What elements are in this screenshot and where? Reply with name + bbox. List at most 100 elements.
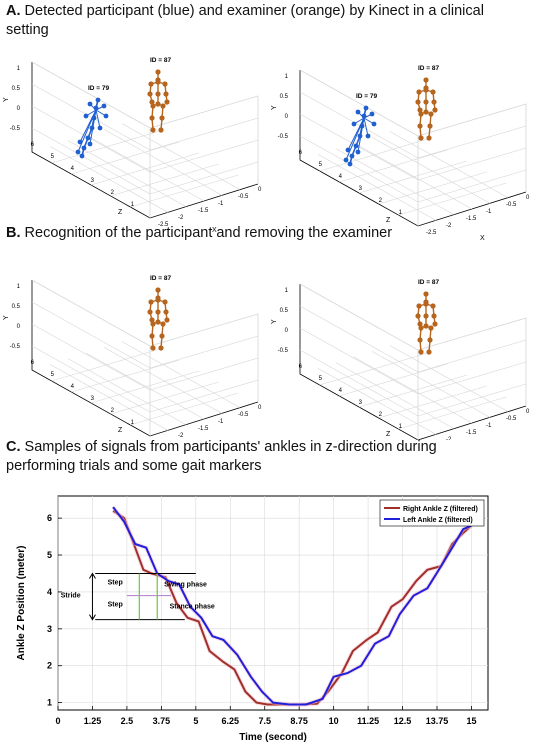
stride-label: Stride [61,592,81,599]
panel-grid-line [149,357,259,391]
panel-grid-line [49,364,169,431]
y-tick-label: 1 [47,698,52,708]
x-tick-label: 6.25 [222,716,240,726]
panel-grid-line [103,347,223,414]
panel-axis-frame [299,70,527,227]
participant-skeleton [75,97,109,159]
skeleton-joint [101,103,107,109]
y-axis-label: Ankle Z Position (meter) [16,545,27,660]
skeleton-joint [162,81,168,87]
skeleton-joint [155,91,161,97]
examiner-id-label: ID = 87 [418,65,440,72]
skeleton-joint [369,111,375,117]
skeleton-joint [87,101,93,107]
z-tick-label: 6 [31,360,35,366]
x-axis-label: Time (second) [239,732,307,743]
skeleton-joint [95,97,101,103]
legend-entry: Right Ankle Z (filtered) [403,506,478,513]
panel-grid-line [299,327,419,395]
x-tick-label: -2.5 [158,222,169,228]
x-tick-label: 15 [466,716,476,726]
panel-back-frame [299,69,527,192]
panel-grid-line [103,129,223,196]
y-tick-label: 1 [17,66,21,72]
z-tick-label: 2 [379,412,383,418]
skeleton-joint [423,323,429,329]
section-b-letter: B. [6,225,21,241]
x-tick-label: 0 [526,195,530,201]
step-label: Step [108,602,123,609]
panel-grid-line [389,345,509,412]
z-tick-label: 4 [339,174,343,180]
step-label: Step [108,580,123,587]
skeleton-joint [423,291,429,297]
skeleton-joint [75,149,81,155]
panel-grid-line [149,161,259,195]
x-tick-label: 3.75 [153,716,171,726]
z-axis-label: Z [118,209,123,216]
ankle-z-chart: 0 1.25 2.5 3.75 5 6.25 7.5 8.75 10 11.25 12.5 13.75… [16,495,489,743]
x-tick-label: 7.5 [258,716,271,726]
panel-grid-line [85,352,205,420]
skeleton-joint [361,113,367,119]
participant-id-label: ID = 79 [88,85,110,92]
skeleton-joint [155,319,161,325]
y-tick-label: -0.5 [10,344,21,350]
swing-phase-label: Swing phase [164,581,207,588]
y-tick-label: 0.5 [280,94,289,100]
skeleton-joint [345,147,351,153]
x-tick-label: 0 [55,716,60,726]
panel-grid-line [417,339,527,373]
y-tick-label: -0.5 [278,134,289,140]
y-tick-label: 1 [285,288,289,294]
panel-grid-line [31,345,151,413]
y-tick-label: 0 [285,328,289,334]
x-tick-label: -0.5 [238,412,249,418]
participant-skeleton [343,105,377,167]
skeleton-joint [426,349,432,355]
skeleton-joint [149,317,155,323]
skeleton-joint [162,299,168,305]
skeleton-joint [87,141,93,147]
skeleton-bone [95,109,101,129]
z-tick-label: 1 [131,420,135,426]
gait-markers: Stride Step Step Swing phase Stance phase [61,572,215,621]
x-tick-label: -0.5 [238,194,249,200]
panel-grid-line [335,148,455,215]
legend-box [379,499,485,527]
skeleton-joint [150,345,156,351]
legend-entry: Left Ankle Z (filtered) [403,517,473,524]
panel-grid-line [121,341,241,408]
skeleton-joint [155,69,161,75]
panel-grid-line [111,258,150,414]
x-tick-label: -1.5 [466,216,477,222]
skeleton-joint [355,109,361,115]
x-tick-label: 10 [329,716,339,726]
skeleton-joint [423,109,429,115]
x-tick-label: 11.25 [357,716,379,726]
skeleton-joint [426,135,432,141]
skeleton-joint [363,105,369,111]
skeleton-joint [357,133,363,139]
examiner-skeleton [147,69,170,133]
panel-grid-line [149,139,259,173]
y-tick-label: 5 [47,550,52,560]
x-tick-label: -2 [178,433,184,439]
skeleton-joint [159,115,165,121]
panel-grid-line [379,262,418,418]
z-tick-label: 4 [339,388,343,394]
skeleton-joint [150,103,156,109]
y-tick-label: 4 [47,587,52,597]
skeleton-joint [164,99,170,105]
panel-grid-line [85,134,205,202]
skeleton-joint [417,123,423,129]
x-tick-label: -2 [178,215,184,221]
y-tick-label: -0.5 [10,126,21,132]
skeleton-joint [93,105,99,111]
skeleton-joint [77,139,83,145]
panel-grid-line [398,48,418,215]
panel-axis-frame [31,62,259,219]
skeleton-joint [418,135,424,141]
